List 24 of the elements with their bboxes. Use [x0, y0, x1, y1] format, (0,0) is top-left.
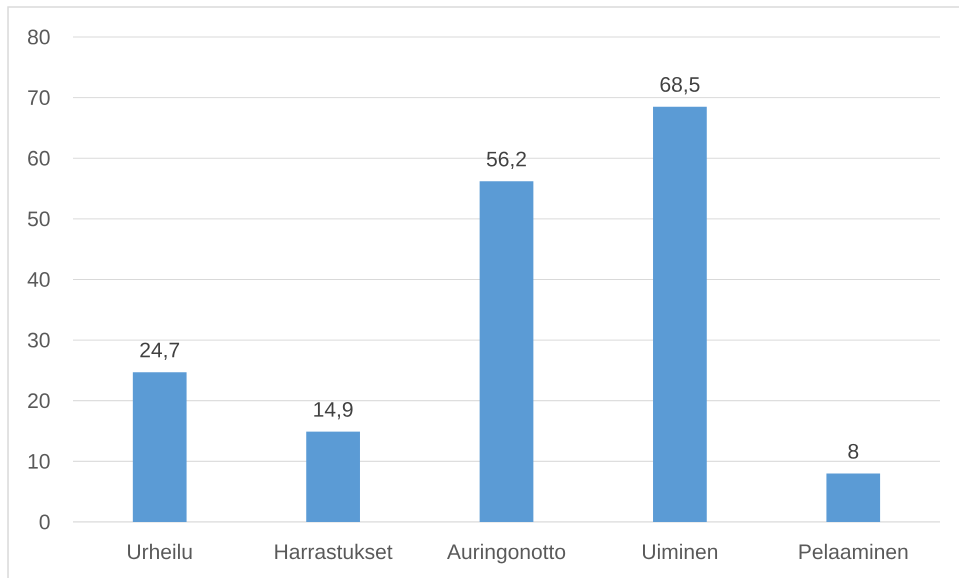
x-tick-label: Uiminen	[643, 544, 718, 560]
y-tick-label: 40	[28, 272, 50, 287]
y-tick-label: 80	[28, 30, 50, 44]
bar	[653, 106, 707, 522]
data-label: 8	[848, 444, 858, 459]
bar	[480, 181, 534, 522]
y-tick-label: 70	[28, 90, 50, 106]
y-tick-label: 0	[40, 514, 50, 530]
y-tick-label: 60	[28, 150, 50, 166]
data-label: 68,5	[660, 77, 700, 94]
x-tick-label: Harrastukset	[275, 544, 392, 560]
bar	[132, 372, 187, 522]
y-tick-label: 20	[28, 393, 50, 408]
y-tick-label: 50	[28, 211, 50, 226]
y-tick-label: 30	[28, 332, 50, 348]
bar	[306, 432, 360, 522]
y-tick-label: 10	[28, 454, 50, 469]
data-label: 14,9	[314, 402, 353, 420]
x-tick-label: Auringonotto	[447, 544, 566, 564]
data-label: 24,7	[140, 342, 180, 360]
bar	[826, 473, 880, 522]
data-label: 56,2	[486, 152, 526, 169]
x-tick-label: Urheilu	[128, 544, 192, 560]
x-tick-label: Pelaaminen	[800, 544, 908, 560]
